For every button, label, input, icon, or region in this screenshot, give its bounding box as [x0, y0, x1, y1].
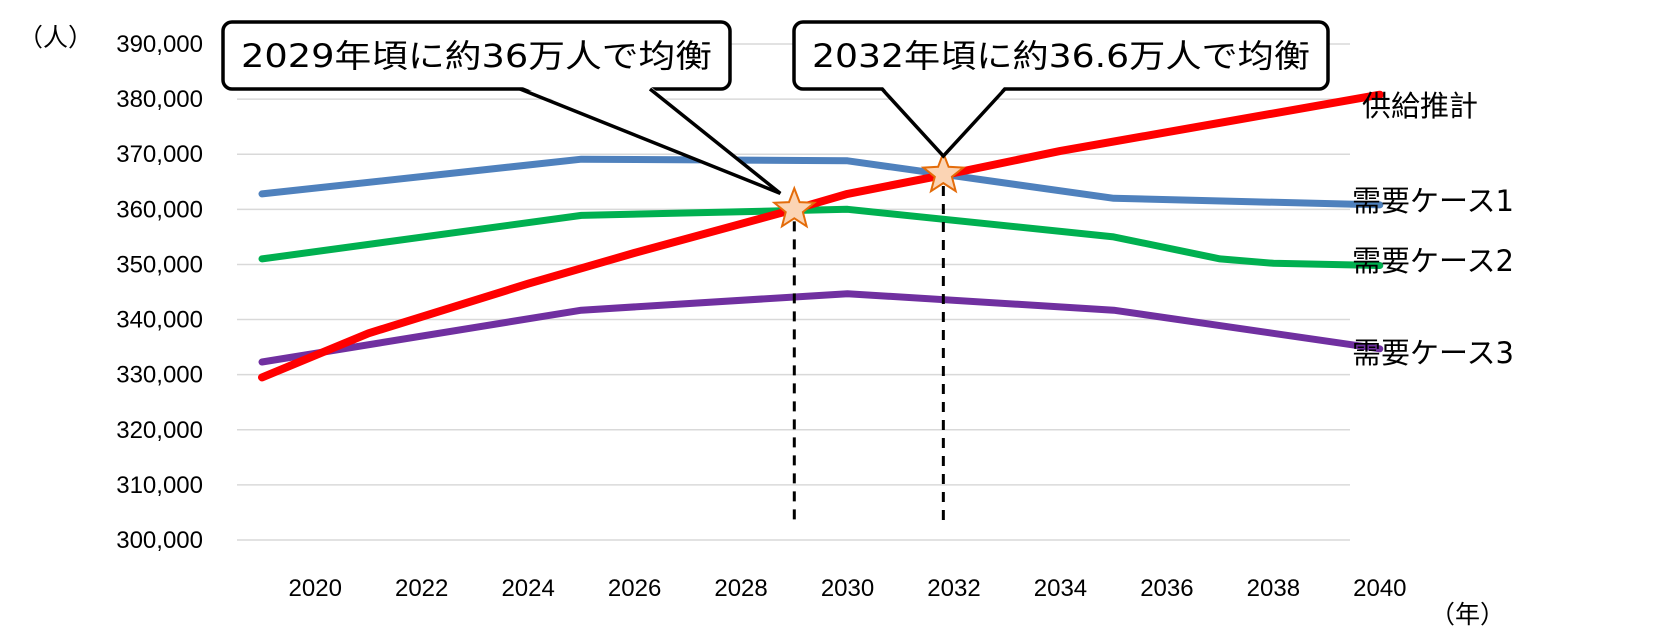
series-label-4: 供給推計: [1362, 89, 1478, 123]
grid: [237, 43, 1350, 541]
x-tick-label-2036: 2036: [1140, 575, 1193, 602]
series-line-1: [258, 155, 1384, 209]
callout-text-1: 2029年頃に約36万人で均衡: [241, 37, 712, 75]
x-tick-label-2022: 2022: [395, 575, 448, 602]
x-axis-ticks: 2020 2022 2024 2026 2028 2030 2032 2034 2036 2038…: [289, 575, 1407, 602]
x-tick-label-2030: 2030: [821, 575, 874, 602]
y-unit-label: （人）: [18, 23, 93, 52]
series-line-3: [258, 290, 1384, 366]
series-lines: [258, 90, 1384, 382]
y-tick-label-310000: 310,000: [116, 472, 203, 499]
intersection-star-1: [771, 185, 817, 229]
x-tick-label-2032: 2032: [927, 575, 980, 602]
y-tick-label-330000: 330,000: [116, 362, 203, 389]
callout-box-2: [792, 20, 1330, 91]
callout-text-2: 2032年頃に約36.6万人で均衡: [812, 37, 1310, 75]
x-tick-label-2026: 2026: [608, 575, 661, 602]
y-axis-ticks: 300,000 310,000 320,000 330,000 340,000 350,0…: [116, 31, 203, 554]
x-tick-label-2028: 2028: [714, 575, 767, 602]
x-tick-label-2034: 2034: [1034, 575, 1087, 602]
callouts: 2029年頃に約36万人で均衡 2032年頃に約36.6万人で均衡: [221, 20, 1330, 195]
series-label-2: 需要ケース2: [1352, 244, 1514, 278]
x-tick-label-2038: 2038: [1247, 575, 1300, 602]
callout-tail-fill-2: [882, 86, 1005, 157]
x-tick-label-2040: 2040: [1353, 575, 1406, 602]
y-tick-label-300000: 300,000: [116, 527, 203, 554]
y-tick-label-360000: 360,000: [116, 196, 203, 223]
y-tick-label-340000: 340,000: [116, 307, 203, 334]
callout-tail-1: [519, 87, 782, 195]
series-line-4: [258, 90, 1384, 382]
callout-tail-2: [880, 87, 1007, 159]
y-tick-label-380000: 380,000: [116, 86, 203, 113]
callout-2: 2032年頃に約36.6万人で均衡: [792, 20, 1330, 159]
series-line-2: [258, 205, 1384, 269]
intersection-star-2: [920, 150, 966, 194]
intersection-guides: [792, 186, 945, 524]
intersection-markers: [771, 150, 966, 229]
x-tick-label-2020: 2020: [289, 575, 342, 602]
callout-1: 2029年頃に約36万人で均衡: [221, 20, 782, 195]
series-label-1: 需要ケース1: [1352, 184, 1514, 218]
series-labels: 需要ケース1 需要ケース2 需要ケース3 供給推計: [1352, 89, 1514, 370]
y-tick-label-320000: 320,000: [116, 417, 203, 444]
x-unit-label: （年）: [1430, 600, 1505, 629]
y-tick-label-390000: 390,000: [116, 31, 203, 58]
y-tick-label-370000: 370,000: [116, 141, 203, 168]
callout-box-1: [221, 20, 732, 91]
x-tick-label-2024: 2024: [501, 575, 554, 602]
series-label-3: 需要ケース3: [1352, 336, 1514, 370]
y-tick-label-350000: 350,000: [116, 251, 203, 278]
